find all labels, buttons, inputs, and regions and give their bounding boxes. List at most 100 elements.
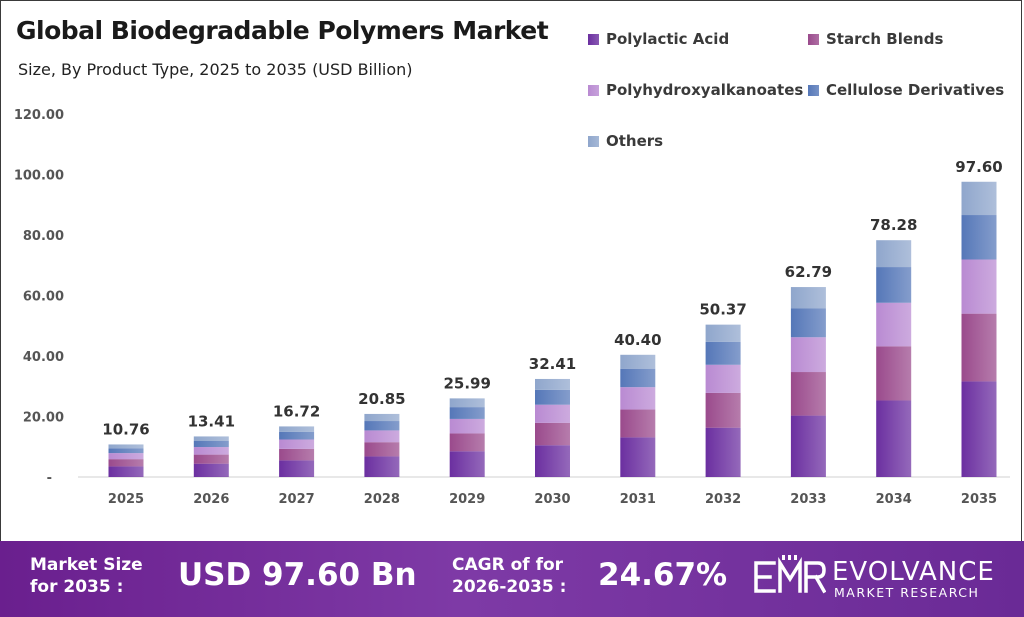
bar-segment — [108, 444, 144, 449]
bar-segment — [705, 341, 741, 365]
bar-segment — [279, 426, 315, 432]
stacked-bar-chart: - 20.00 40.00 60.00 80.00 100.00 120.00 10.76 20… — [14, 108, 1010, 507]
bar-segment — [449, 451, 485, 477]
legend-item-starch-blends: Starch Blends — [808, 30, 943, 48]
y-tick-label: 20.00 — [23, 411, 64, 426]
x-tick-label: 2030 — [534, 492, 570, 507]
y-tick-label: 60.00 — [23, 290, 64, 305]
bar-segment — [961, 313, 997, 382]
bar-segment — [876, 240, 912, 268]
bar-segment — [364, 456, 400, 477]
bar-segment — [961, 381, 997, 477]
chart-title: Global Biodegradable Polymers Market — [16, 16, 549, 45]
legend-label: Starch Blends — [826, 30, 944, 48]
bar-segment — [620, 409, 656, 438]
cagr-label-line-2: 2026-2035 : — [452, 577, 567, 597]
x-tick-label: 2027 — [279, 492, 315, 507]
x-tick-label: 2035 — [961, 492, 997, 507]
bar-total-label: 78.28 — [870, 216, 917, 234]
bar-segment — [705, 427, 741, 477]
x-tick-label: 2031 — [620, 492, 656, 507]
bar-segment — [876, 267, 912, 303]
bar-segment — [790, 287, 826, 309]
legend-label: Polyhydroxyalkanoates — [606, 81, 804, 99]
x-tick-label: 2032 — [705, 492, 741, 507]
evolvance-logo-icon — [754, 555, 826, 594]
bar-segment — [193, 436, 229, 442]
bar-segment — [279, 448, 315, 461]
legend-swatch — [808, 33, 819, 45]
bar-segment — [108, 453, 144, 460]
bar-total-label: 50.37 — [699, 301, 746, 319]
bar-segment — [449, 398, 485, 408]
y-tick-label: 100.00 — [14, 169, 64, 184]
y-tick-label: - — [47, 471, 52, 486]
bar-segment — [449, 433, 485, 452]
y-tick-label: 120.00 — [14, 108, 64, 123]
bar-total-label: 32.41 — [529, 355, 576, 373]
legend-swatch — [808, 84, 819, 96]
bar-segment — [620, 387, 656, 410]
bar-segment — [790, 372, 826, 416]
bar-segment — [705, 364, 741, 393]
bar-total-label: 40.40 — [614, 331, 661, 349]
legend-label: Polylactic Acid — [606, 30, 730, 48]
bar-segment — [535, 445, 570, 477]
y-tick-label: 40.00 — [23, 350, 64, 365]
bar-segment — [790, 415, 826, 477]
bar-segment — [193, 441, 229, 448]
bar-segment — [961, 181, 997, 216]
legend-swatch — [588, 33, 599, 45]
bar-segment — [876, 400, 912, 477]
legend-item-polylactic-acid: Polylactic Acid — [588, 30, 729, 48]
bar-segment — [620, 437, 656, 477]
bar-segment — [279, 431, 315, 440]
x-tick-label: 2029 — [449, 492, 485, 507]
legend-label: Cellulose Derivatives — [826, 81, 1005, 99]
bar-segment — [279, 460, 315, 477]
bar-segment — [364, 413, 400, 422]
bar-segment — [108, 459, 144, 467]
bar-segment — [108, 448, 144, 454]
bar-segment — [705, 324, 741, 342]
bar-total-label: 97.60 — [955, 158, 1002, 176]
legend-item-others: Others — [588, 132, 663, 150]
bar-segment — [449, 407, 485, 419]
bar-total-label: 10.76 — [102, 420, 149, 438]
legend-label: Others — [606, 132, 664, 150]
chart-subtitle: Size, By Product Type, 2025 to 2035 (USD… — [18, 60, 413, 79]
bar-segment — [535, 389, 570, 405]
brand-name: EVOLVANCE — [832, 557, 995, 587]
bar-segment — [364, 442, 400, 457]
market-size-label: Market Size for 2035 : — [30, 554, 143, 598]
legend-swatch — [588, 84, 599, 96]
bar-segment — [790, 308, 826, 338]
bar-segment — [193, 447, 229, 455]
bar-segment — [790, 337, 826, 373]
bar-segment — [364, 430, 400, 443]
bar-segment — [705, 392, 741, 428]
bar-segment — [449, 418, 485, 434]
bar-segment — [961, 259, 997, 314]
x-tick-label: 2028 — [364, 492, 400, 507]
x-tick-label: 2033 — [790, 492, 826, 507]
brand-subtitle: MARKET RESEARCH — [834, 585, 980, 600]
bar-total-label: 13.41 — [188, 412, 235, 430]
cagr-value: 24.67% — [598, 557, 728, 593]
bar-total-label: 20.85 — [358, 390, 405, 408]
bar-segment — [876, 346, 912, 401]
cagr-label: CAGR of for 2026-2035 : — [452, 554, 566, 598]
bar-segment — [535, 378, 570, 390]
bar-segment — [961, 215, 997, 260]
bar-segment — [620, 354, 656, 369]
market-size-label-line-1: Market Size — [30, 555, 143, 575]
x-tick-label: 2025 — [108, 492, 144, 507]
bar-segment — [108, 466, 144, 477]
bar-segment — [535, 422, 570, 446]
bar-total-label: 16.72 — [273, 402, 320, 420]
y-tick-label: 80.00 — [23, 229, 64, 244]
bar-segment — [364, 421, 400, 431]
bar-total-label: 62.79 — [785, 263, 832, 281]
market-size-label-line-2: for 2035 : — [30, 577, 124, 597]
